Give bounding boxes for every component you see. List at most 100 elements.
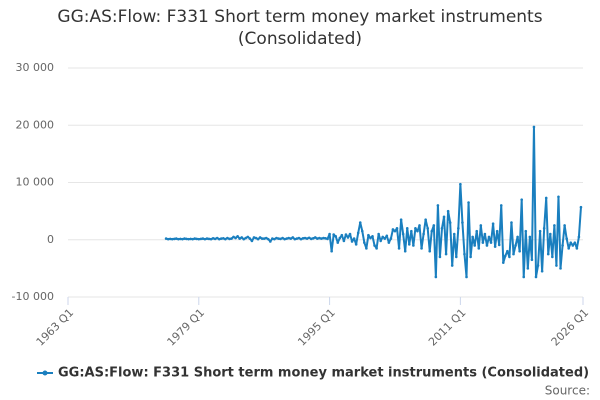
data-point — [559, 267, 562, 270]
data-point — [193, 237, 197, 240]
data-point — [307, 236, 311, 240]
data-point — [342, 239, 346, 243]
data-point — [563, 224, 566, 227]
data-point — [240, 236, 244, 239]
data-point — [412, 244, 415, 247]
data-point — [534, 275, 538, 279]
data-point — [236, 235, 239, 238]
y-tick-label: 10 000 — [16, 176, 55, 189]
data-point — [287, 236, 291, 240]
data-point — [328, 232, 331, 236]
data-point — [164, 237, 168, 240]
data-point — [544, 196, 548, 200]
data-point — [203, 237, 207, 241]
data-point — [530, 258, 534, 262]
data-point — [473, 244, 476, 247]
data-point — [170, 237, 174, 241]
data-point — [262, 237, 266, 240]
data-point — [211, 237, 215, 240]
data-point — [516, 235, 519, 239]
data-point — [238, 237, 241, 240]
data-point — [344, 233, 348, 236]
data-point — [542, 227, 546, 230]
data-point — [187, 237, 190, 241]
data-point — [264, 236, 268, 240]
data-point — [477, 247, 481, 250]
data-point — [195, 237, 199, 241]
data-point — [222, 237, 225, 240]
data-point — [303, 236, 307, 240]
data-point — [277, 237, 280, 240]
data-point — [551, 255, 554, 259]
data-point — [555, 264, 558, 267]
data-point — [367, 233, 370, 237]
data-point — [183, 237, 186, 240]
data-point — [260, 237, 264, 240]
x-tick-label: 2026 Q1 — [549, 306, 592, 349]
data-point — [467, 201, 470, 204]
data-point — [365, 247, 368, 250]
data-point — [420, 247, 423, 250]
data-point — [528, 235, 532, 239]
data-point — [391, 228, 395, 231]
chart-title: GG:AS:Flow: F331 Short term money market… — [57, 7, 543, 49]
data-point — [422, 232, 425, 236]
data-point — [181, 237, 184, 241]
data-point — [504, 254, 507, 258]
data-point — [244, 236, 248, 240]
data-point — [491, 222, 495, 226]
data-point — [375, 247, 378, 250]
data-point — [536, 264, 540, 267]
data-point — [489, 241, 493, 244]
data-point — [322, 236, 325, 240]
data-point — [320, 237, 323, 240]
data-point — [479, 224, 483, 227]
data-point — [546, 252, 550, 256]
data-point — [326, 237, 329, 241]
data-point — [281, 236, 284, 240]
data-point — [575, 247, 579, 250]
data-point — [567, 247, 570, 250]
data-point — [446, 209, 450, 213]
data-point — [219, 237, 223, 240]
data-point — [469, 255, 472, 259]
x-tick-label: 1979 Q1 — [164, 306, 207, 349]
data-point — [387, 241, 391, 244]
data-point — [577, 235, 581, 239]
x-tick-label: 1995 Q1 — [295, 306, 338, 349]
data-point — [275, 236, 278, 240]
y-tick-label: 20 000 — [16, 118, 55, 131]
data-point — [254, 236, 258, 240]
data-point — [336, 241, 340, 244]
data-point — [230, 237, 233, 240]
data-point — [487, 235, 491, 239]
data-point — [301, 237, 305, 240]
data-point — [313, 236, 317, 239]
data-point — [434, 275, 438, 279]
data-point — [207, 237, 211, 241]
data-point — [371, 235, 374, 238]
source: Source: — [545, 384, 590, 398]
data-point — [440, 227, 444, 230]
data-point — [418, 224, 421, 227]
data-point — [485, 244, 489, 247]
data-point — [493, 245, 497, 248]
data-point — [305, 237, 309, 240]
data-point — [168, 237, 172, 241]
data-point — [258, 236, 262, 239]
data-point — [497, 243, 501, 247]
legend-marker — [42, 370, 48, 376]
data-point — [350, 240, 354, 243]
data-point — [332, 233, 335, 236]
data-point — [369, 236, 372, 240]
data-point — [508, 255, 511, 259]
data-point — [557, 195, 560, 199]
data-point — [416, 229, 419, 233]
data-point — [252, 236, 256, 239]
data-point — [377, 232, 380, 236]
data-point — [571, 244, 575, 247]
data-point — [189, 237, 192, 241]
data-point — [266, 237, 270, 241]
data-point — [501, 261, 505, 264]
